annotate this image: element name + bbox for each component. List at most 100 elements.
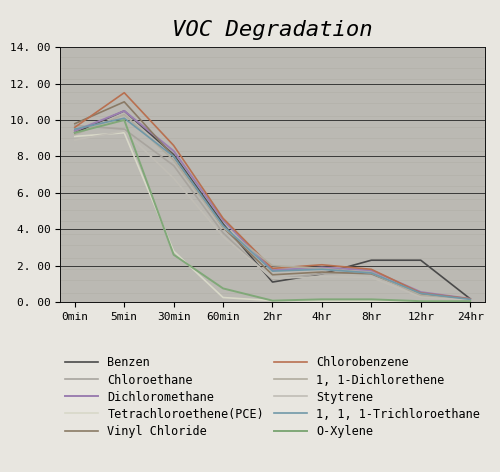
Line: Chloroethane: Chloroethane xyxy=(75,126,470,300)
Vinyl Chloride xyxy=(270,272,276,278)
1, 1, 1-Trichloroethane xyxy=(121,115,127,121)
Chloroethane xyxy=(170,163,176,169)
Tetrachloroethene(PCE) xyxy=(319,298,325,304)
Benzen xyxy=(170,152,176,158)
1, 1, 1-Trichloroethane xyxy=(467,296,473,302)
Tetrachloroethene(PCE) xyxy=(72,134,78,139)
Chlorobenzene xyxy=(121,90,127,95)
Stytrene xyxy=(170,176,176,181)
Vinyl Chloride xyxy=(368,271,374,277)
O-Xylene xyxy=(467,298,473,304)
1, 1, 1-Trichloroethane xyxy=(220,223,226,228)
Chloroethane xyxy=(220,230,226,236)
Tetrachloroethene(PCE) xyxy=(270,298,276,303)
Stytrene xyxy=(72,137,78,143)
1, 1, 1-Trichloroethane xyxy=(72,126,78,132)
Chloroethane xyxy=(72,123,78,128)
Vinyl Chloride xyxy=(467,297,473,303)
Benzen xyxy=(418,257,424,263)
Benzen xyxy=(270,279,276,285)
Dichloromethane xyxy=(170,148,176,154)
O-Xylene xyxy=(418,298,424,304)
Chlorobenzene xyxy=(368,267,374,272)
Chloroethane xyxy=(368,269,374,275)
Stytrene xyxy=(270,276,276,281)
Benzen xyxy=(72,130,78,135)
Chloroethane xyxy=(121,126,127,132)
Line: Chlorobenzene: Chlorobenzene xyxy=(75,93,470,299)
Dichloromethane xyxy=(467,296,473,302)
Line: Stytrene: Stytrene xyxy=(75,131,470,300)
Tetrachloroethene(PCE) xyxy=(121,130,127,135)
Chlorobenzene xyxy=(72,125,78,130)
Legend: Benzen, Chloroethane, Dichloromethane, Tetrachloroethene(PCE), Vinyl Chloride, C: Benzen, Chloroethane, Dichloromethane, T… xyxy=(65,356,480,438)
Line: Benzen: Benzen xyxy=(75,111,470,299)
Chlorobenzene xyxy=(220,216,226,221)
Chloroethane xyxy=(418,293,424,299)
1, 1, 1-Trichloroethane xyxy=(170,153,176,159)
Line: O-Xylene: O-Xylene xyxy=(75,120,470,301)
Chlorobenzene xyxy=(170,143,176,148)
1, 1-Dichlorethene xyxy=(418,292,424,298)
Chloroethane xyxy=(270,277,276,282)
Stytrene xyxy=(418,294,424,300)
Stytrene xyxy=(319,274,325,279)
Line: Tetrachloroethene(PCE): Tetrachloroethene(PCE) xyxy=(75,133,470,301)
Line: Dichloromethane: Dichloromethane xyxy=(75,111,470,299)
Vinyl Chloride xyxy=(121,99,127,105)
Tetrachloroethene(PCE) xyxy=(220,295,226,300)
Line: 1, 1-Dichlorethene: 1, 1-Dichlorethene xyxy=(75,115,470,300)
Tetrachloroethene(PCE) xyxy=(467,298,473,304)
Tetrachloroethene(PCE) xyxy=(368,298,374,304)
1, 1, 1-Trichloroethane xyxy=(368,270,374,276)
Chloroethane xyxy=(319,271,325,277)
1, 1, 1-Trichloroethane xyxy=(319,267,325,272)
O-Xylene xyxy=(220,286,226,291)
Benzen xyxy=(368,257,374,263)
Chloroethane xyxy=(467,297,473,303)
1, 1, 1-Trichloroethane xyxy=(270,268,276,274)
1, 1-Dichlorethene xyxy=(467,297,473,303)
Dichloromethane xyxy=(418,289,424,295)
O-Xylene xyxy=(121,117,127,123)
1, 1-Dichlorethene xyxy=(368,270,374,276)
Vinyl Chloride xyxy=(418,291,424,297)
Stytrene xyxy=(467,297,473,303)
Vinyl Chloride xyxy=(220,225,226,230)
O-Xylene xyxy=(368,296,374,302)
Benzen xyxy=(220,221,226,227)
Dichloromethane xyxy=(270,267,276,273)
Vinyl Chloride xyxy=(170,153,176,159)
Vinyl Chloride xyxy=(319,269,325,275)
Vinyl Chloride xyxy=(72,121,78,126)
O-Xylene xyxy=(270,298,276,303)
Benzen xyxy=(121,108,127,114)
Benzen xyxy=(467,296,473,302)
Stytrene xyxy=(121,128,127,134)
Title: VOC Degradation: VOC Degradation xyxy=(172,20,373,40)
Dichloromethane xyxy=(72,128,78,134)
Tetrachloroethene(PCE) xyxy=(170,248,176,254)
Chlorobenzene xyxy=(270,266,276,271)
1, 1-Dichlorethene xyxy=(121,112,127,118)
Dichloromethane xyxy=(220,217,226,223)
O-Xylene xyxy=(319,296,325,302)
1, 1-Dichlorethene xyxy=(72,132,78,137)
Dichloromethane xyxy=(368,267,374,273)
Stytrene xyxy=(220,234,226,239)
Line: 1, 1, 1-Trichloroethane: 1, 1, 1-Trichloroethane xyxy=(75,118,470,299)
Tetrachloroethene(PCE) xyxy=(418,298,424,304)
1, 1-Dichlorethene xyxy=(319,266,325,271)
Chlorobenzene xyxy=(418,290,424,296)
Benzen xyxy=(319,271,325,277)
O-Xylene xyxy=(170,252,176,258)
Dichloromethane xyxy=(121,108,127,114)
Line: Vinyl Chloride: Vinyl Chloride xyxy=(75,102,470,300)
O-Xylene xyxy=(72,130,78,135)
Dichloromethane xyxy=(319,265,325,270)
1, 1-Dichlorethene xyxy=(220,225,226,230)
Chlorobenzene xyxy=(467,296,473,302)
1, 1-Dichlorethene xyxy=(270,263,276,269)
Chlorobenzene xyxy=(319,262,325,268)
1, 1, 1-Trichloroethane xyxy=(418,290,424,296)
